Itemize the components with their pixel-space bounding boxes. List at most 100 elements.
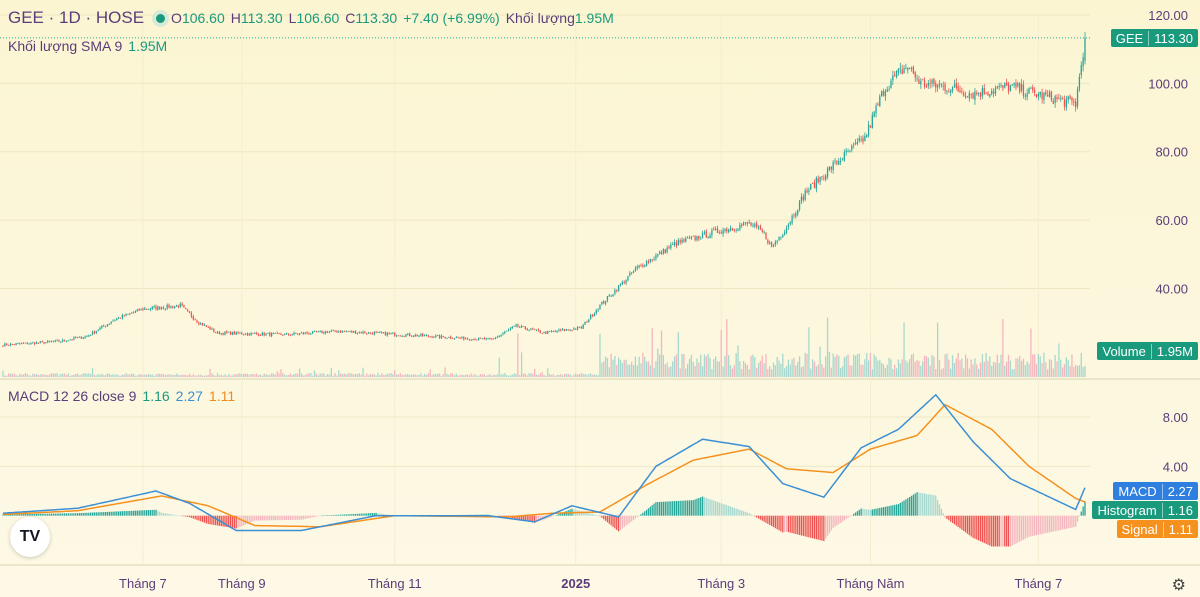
symbol-title[interactable]: GEE · 1D · HOSE (8, 8, 145, 27)
histogram-bar (108, 511, 110, 516)
volume-bar (75, 373, 77, 377)
candle (297, 333, 299, 336)
candle (446, 337, 448, 339)
histogram-bar (765, 515, 767, 523)
candle (463, 336, 465, 341)
volume-bar (386, 373, 388, 377)
macd-legend[interactable]: MACD 12 26 close 9 1.16 2.27 1.11 (8, 388, 236, 404)
candle (959, 85, 961, 93)
volume-bar (1028, 363, 1030, 377)
volume-bar (895, 368, 898, 377)
volume-bar (774, 365, 776, 377)
histogram-bar (321, 515, 323, 517)
candle (97, 328, 99, 332)
candle (838, 157, 840, 165)
histogram-bar (1078, 515, 1081, 517)
candle (556, 330, 558, 333)
candle (289, 334, 291, 337)
candle (804, 188, 806, 202)
histogram-bar (106, 511, 109, 516)
candle (601, 301, 603, 306)
histogram-bar (356, 513, 359, 516)
candle (584, 321, 586, 325)
candle (875, 102, 877, 118)
candle (304, 332, 306, 335)
histogram-bar (244, 515, 247, 525)
candle (170, 305, 172, 309)
histogram-bar (862, 508, 864, 516)
histogram-bar (207, 515, 209, 525)
histogram-bar (562, 512, 564, 516)
market-status-icon[interactable] (156, 13, 166, 23)
volume-bar (839, 367, 842, 377)
candle (69, 339, 71, 341)
volume-bar (295, 373, 297, 377)
volume-bar (168, 374, 170, 377)
volume-bar (722, 366, 724, 377)
candle (685, 236, 687, 243)
histogram-bar (313, 515, 316, 517)
tradingview-logo[interactable]: TV (10, 517, 50, 557)
histogram-bar (250, 515, 252, 523)
volume-bar (326, 373, 329, 377)
candle (552, 330, 554, 333)
volume-bar (82, 373, 84, 377)
histogram-bar (203, 515, 206, 523)
histogram-bar (257, 515, 260, 521)
candle (93, 330, 96, 335)
volume-bar (119, 375, 122, 377)
candle (457, 336, 459, 339)
candle (455, 335, 457, 339)
volume-bar (679, 368, 681, 377)
candle (403, 335, 405, 338)
candle (888, 85, 890, 92)
histogram-bar (1048, 515, 1051, 533)
settings-gear-icon[interactable]: ⚙ (1171, 577, 1186, 594)
histogram-bar (916, 492, 918, 516)
candle (231, 331, 234, 336)
volume-bar (487, 375, 489, 377)
candle (834, 158, 836, 165)
volume-bar (825, 356, 827, 377)
candle (340, 330, 342, 334)
histogram-bar (1019, 515, 1021, 542)
histogram-bar (976, 515, 978, 540)
candle (362, 330, 364, 335)
volume-bar (328, 374, 331, 377)
candle (1061, 96, 1064, 100)
volume-bar (455, 373, 457, 377)
candle (319, 330, 321, 333)
volume-bar (802, 366, 804, 377)
volume-sma-legend[interactable]: Khối lượng SMA 9 1.95M (8, 38, 168, 54)
candle (513, 325, 515, 327)
histogram-bar (222, 515, 224, 527)
histogram-bar (839, 515, 842, 523)
histogram-bar (185, 515, 187, 517)
candle (287, 333, 290, 336)
candle (308, 332, 310, 336)
volume-bar (644, 356, 646, 377)
candle (1020, 79, 1023, 93)
candle (84, 335, 86, 339)
volume-bar (392, 374, 394, 377)
histogram-bar (834, 515, 836, 527)
histogram-bar (280, 515, 282, 521)
candle (382, 332, 385, 334)
histogram-bar (709, 499, 711, 516)
histogram-bar (853, 513, 855, 516)
candle (211, 327, 213, 331)
candle (343, 330, 346, 333)
histogram-bar (254, 515, 256, 521)
volume-bar (215, 375, 217, 377)
candle (711, 228, 713, 239)
histogram-bar (1037, 515, 1040, 535)
candle (492, 337, 495, 340)
candle (655, 253, 657, 261)
volume-bar (192, 374, 194, 377)
volume-bar (170, 374, 172, 377)
volume-bar (998, 362, 1000, 377)
volume-bar (270, 373, 273, 377)
volume-bar (519, 375, 521, 377)
volume-bar (175, 373, 178, 377)
